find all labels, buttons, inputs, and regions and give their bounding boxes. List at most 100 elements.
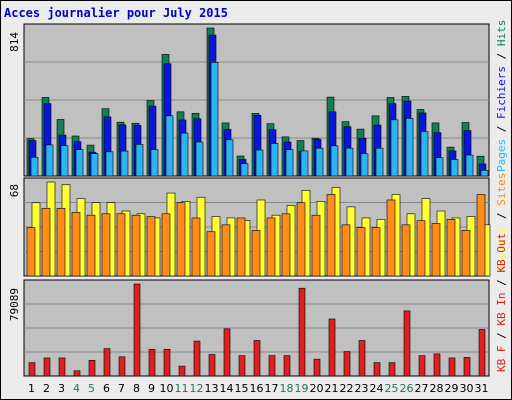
bar-sites-31 [476,194,486,277]
bar-sites-8 [131,214,141,277]
bar-pages-20 [315,147,324,177]
day-label-10: 10 [160,382,174,395]
day-label-19: 19 [295,382,309,395]
bar-pages-19 [300,150,309,177]
bar-sites-3 [56,207,66,277]
bar-sites-24 [371,227,381,277]
bar-kb-f-21 [328,318,336,377]
bar-kb-f-8 [133,283,141,377]
bar-sites-2 [41,207,51,277]
legend-item-middle-1: / [495,206,508,219]
bar-pages-24 [375,147,384,177]
legend-middle: Visites / Sites [495,173,508,272]
legend-item-middle-2: Sites [495,173,508,206]
bar-kb-f-26 [403,310,411,377]
bar-pages-1 [30,156,39,177]
bar-pages-15 [240,163,249,177]
max-label-middle: 68 [8,184,21,197]
bar-pages-9 [150,149,159,177]
bar-sites-19 [296,202,306,277]
bar-kb-f-27 [418,355,426,377]
bar-pages-16 [255,149,264,177]
legend-top: Pages / Fichiers / Hits [495,20,508,172]
legend-item-top-0: Pages [495,132,508,172]
day-label-21: 21 [325,382,339,395]
legend-item-bottom-4: KB Out [495,233,508,273]
legend-item-bottom-0: KB F [495,339,508,372]
bar-sites-15 [236,217,246,277]
bar-pages-5 [90,153,99,177]
day-label-3: 3 [58,382,65,395]
bar-kb-f-17 [268,355,276,377]
bar-sites-23 [356,227,366,277]
bar-pages-12 [195,141,204,177]
bar-kb-f-24 [373,362,381,377]
day-label-16: 16 [250,382,264,395]
bar-pages-14 [225,139,234,177]
day-label-30: 30 [460,382,474,395]
day-label-22: 22 [340,382,354,395]
legend-item-bottom-3: / [495,273,508,286]
day-label-23: 23 [355,382,369,395]
day-label-20: 20 [310,382,324,395]
bar-pages-26 [405,118,414,177]
bar-pages-11 [180,132,189,177]
bar-sites-29 [446,219,456,277]
day-label-11: 11 [175,382,189,395]
day-label-25: 25 [385,382,399,395]
bar-kb-f-11 [178,365,186,377]
bar-kb-f-22 [343,351,351,377]
day-label-26: 26 [400,382,414,395]
max-label-top: 814 [8,32,21,52]
day-label-5: 5 [88,382,95,395]
bar-sites-5 [86,214,96,277]
bar-kb-f-19 [298,287,306,377]
bar-kb-f-13 [208,354,216,377]
legend-item-top-2: Fichiers [495,59,508,119]
bar-kb-f-23 [358,340,366,377]
bar-pages-22 [345,147,354,177]
day-label-13: 13 [205,382,219,395]
bar-sites-1 [26,227,36,277]
bar-sites-6 [101,213,111,277]
day-label-8: 8 [133,382,140,395]
legend-item-top-1: / [495,119,508,132]
bar-kb-f-18 [283,355,291,377]
bar-sites-9 [146,216,156,277]
bar-sites-22 [341,224,351,277]
day-label-9: 9 [148,382,155,395]
legend-item-top-4: Hits [495,20,508,47]
max-label-bottom: 79089 [8,288,21,321]
bar-pages-6 [105,151,114,177]
bar-pages-8 [135,144,144,177]
legend-item-bottom-2: KB In [495,286,508,326]
bar-pages-17 [270,143,279,177]
day-label-18: 18 [280,382,294,395]
day-label-14: 14 [220,382,234,395]
bar-pages-3 [60,145,69,177]
bar-pages-13 [210,62,219,177]
bar-sites-12 [191,217,201,277]
bar-sites-17 [266,217,276,277]
bar-pages-4 [75,149,84,177]
bar-sites-10 [161,213,171,277]
day-label-28: 28 [430,382,444,395]
day-label-1: 1 [28,382,35,395]
day-label-2: 2 [43,382,50,395]
bar-sites-28 [431,223,441,277]
bar-sites-30 [461,230,471,277]
bar-sites-4 [71,212,81,277]
bar-pages-29 [450,159,459,177]
bar-pages-27 [420,131,429,177]
bar-kb-f-9 [148,348,156,377]
bar-pages-23 [360,153,369,177]
bar-kb-f-20 [313,358,321,377]
bar-kb-f-30 [463,357,471,377]
bar-kb-f-15 [238,355,246,377]
day-label-7: 7 [118,382,125,395]
day-label-15: 15 [235,382,249,395]
bar-kb-f-7 [118,356,126,377]
day-label-6: 6 [103,382,110,395]
bar-kb-f-10 [163,348,171,377]
bar-kb-f-5 [88,359,96,377]
